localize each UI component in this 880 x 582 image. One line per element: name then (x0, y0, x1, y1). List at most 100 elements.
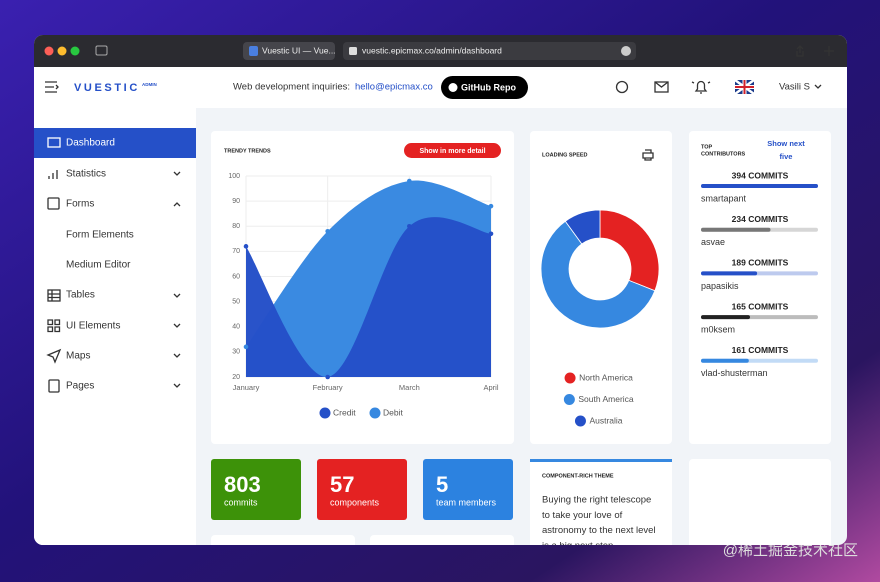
menu-button[interactable] (45, 81, 59, 93)
sidebar-item[interactable]: UI Elements (66, 321, 120, 332)
ui-elements-icon (47, 319, 61, 333)
progress-bar (701, 271, 758, 276)
data-point (488, 231, 494, 237)
contributors-card (689, 131, 831, 444)
sidebar-item[interactable]: Tables (66, 290, 95, 301)
legend-marker (369, 407, 381, 419)
data-point (407, 178, 412, 184)
detail-button[interactable] (404, 143, 501, 158)
sidebar-item[interactable]: Dashboard (66, 138, 115, 149)
github-label: GitHub Repo (461, 82, 516, 92)
legend-label[interactable]: Debit (383, 407, 403, 417)
data-point (243, 344, 249, 350)
stat-value: 5 (436, 472, 448, 497)
statistics-icon (48, 170, 58, 179)
close-button[interactable] (44, 46, 54, 56)
legend-label[interactable]: North America (579, 372, 633, 382)
new-tab-button[interactable] (824, 46, 834, 56)
forms-icon (47, 197, 60, 210)
sidebar-item[interactable]: Statistics (66, 169, 106, 180)
donut-segment (540, 220, 656, 329)
card-title: LOADING SPEED (542, 152, 588, 158)
donut-card (530, 131, 672, 444)
commit-count: 234 COMMITS (732, 214, 789, 224)
address-bar[interactable] (343, 42, 636, 60)
sidebar-toggle[interactable] (95, 45, 108, 56)
maps-icon (46, 348, 62, 364)
stat-tile (317, 459, 407, 520)
progress-bar (701, 184, 818, 188)
github-button[interactable] (441, 76, 528, 99)
donut-segment (564, 209, 601, 245)
legend-label[interactable]: Australia (589, 415, 622, 425)
tables-icon (47, 289, 61, 302)
chevron (173, 323, 181, 328)
contributor-name: asvae (701, 237, 725, 247)
legend-marker (574, 415, 586, 427)
stat-tile (211, 459, 301, 520)
contributor-name: m0ksem (701, 324, 735, 334)
sidebar-subitem[interactable]: Form Elements (66, 230, 134, 241)
y-tick-label: 100 (228, 173, 240, 180)
data-point (243, 244, 249, 249)
theme-text: astronomy to the next level (542, 525, 656, 536)
commit-count: 165 COMMITS (732, 301, 789, 311)
card-title: TRENDY TRENDS (224, 148, 271, 154)
share-button[interactable] (796, 45, 804, 57)
legend-marker (564, 372, 576, 384)
data-point (488, 203, 494, 209)
notifications-button[interactable] (691, 80, 711, 94)
y-tick-label: 20 (232, 374, 240, 381)
show-next-link[interactable]: five (780, 152, 793, 161)
commit-count: 161 COMMITS (732, 345, 789, 355)
mail-button[interactable] (654, 81, 669, 93)
chevron (173, 383, 181, 388)
zoom-button[interactable] (70, 46, 80, 56)
email-link[interactable]: hello@epicmax.co (355, 82, 433, 93)
sidebar-item[interactable]: Forms (66, 199, 94, 210)
contributor-name: smartapant (701, 193, 747, 203)
legend-label[interactable]: South America (578, 394, 634, 404)
theme-text: to take your love of (542, 510, 623, 521)
y-tick-label: 90 (232, 198, 240, 205)
pages-icon (48, 379, 60, 393)
progress-bar (701, 227, 771, 232)
logo[interactable]: VUESTIC (74, 82, 140, 94)
print-button[interactable] (642, 149, 654, 161)
more-button[interactable] (621, 46, 631, 56)
data-point (407, 223, 412, 229)
x-tick-label: January (233, 383, 260, 392)
tab-icon (249, 46, 258, 56)
mail-icon (654, 81, 669, 88)
legend-marker (319, 407, 331, 419)
logo-badge: ADMIN (142, 82, 157, 87)
theme-text: is a big next step. (542, 540, 616, 551)
y-tick-label: 70 (232, 248, 240, 255)
stat-value: 803 (224, 472, 261, 497)
site-icon (349, 47, 357, 55)
theme-text: Buying the right telescope (542, 495, 651, 506)
active-item[interactable] (34, 128, 196, 158)
sidebar-item[interactable]: Pages (66, 381, 94, 392)
sidebar-item[interactable]: Maps (66, 351, 90, 362)
chevron (173, 353, 181, 358)
theme-button[interactable] (615, 80, 629, 94)
theme-card-accent (530, 459, 672, 462)
card (370, 535, 514, 545)
show-next-link[interactable]: Show next (767, 139, 805, 148)
url: vuestic.epicmax.co/admin/dashboard (362, 45, 502, 55)
user-menu-chevron (814, 84, 822, 89)
card-title: TOP (701, 144, 713, 150)
contributor-name: papasikis (701, 281, 739, 291)
card-title: COMPONENT-RICH THEME (542, 473, 614, 479)
tab[interactable] (243, 42, 335, 60)
x-tick-label: March (399, 383, 420, 392)
legend-label[interactable]: Credit (333, 407, 356, 417)
user-name[interactable]: Vasili S (779, 82, 810, 93)
y-tick-label: 40 (232, 324, 240, 331)
minimize-button[interactable] (57, 46, 67, 56)
sidebar-subitem[interactable]: Medium Editor (66, 260, 131, 271)
dashboard-icon (47, 137, 61, 148)
